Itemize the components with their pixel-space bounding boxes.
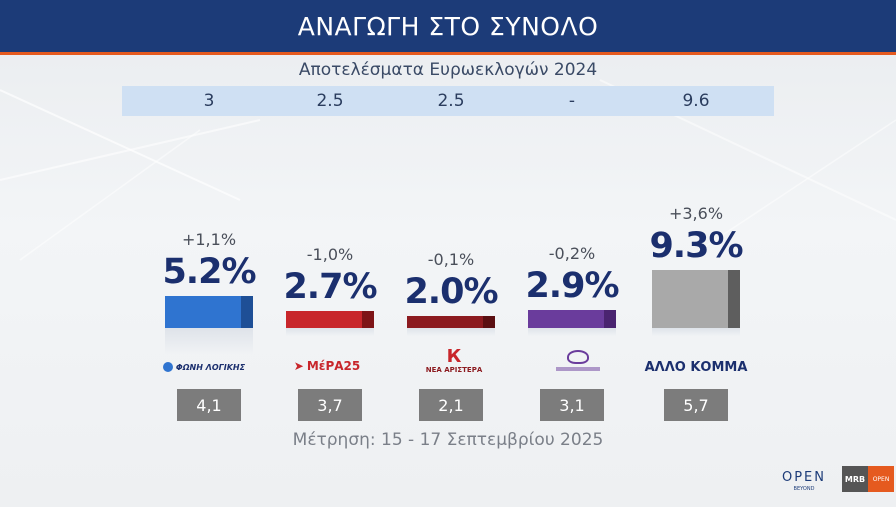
open-logo-sub: BEYOND	[794, 486, 815, 492]
bar-side	[604, 310, 616, 328]
globe-icon	[162, 362, 173, 372]
change-label: -1,0%	[306, 245, 354, 264]
title-bar: ΑΝΑΓΩΓΗ ΣΤΟ ΣΥΝΟΛΟ	[0, 0, 896, 55]
value-label: 5.2%	[162, 252, 256, 292]
value-label: 9.3%	[649, 226, 743, 266]
open-logo: OPEN BEYOND	[782, 470, 826, 492]
bar	[652, 270, 740, 328]
change-label: -0,2%	[548, 244, 596, 263]
value-label: 2.0%	[404, 272, 498, 312]
nea-aristera-mark-icon: К	[446, 346, 462, 367]
mrb-logo: MRB	[842, 466, 868, 492]
bar	[165, 296, 253, 328]
flower-icon	[567, 349, 589, 364]
other-party-label: ΑΛΛΟ ΚΟΜΜΑ	[644, 360, 748, 375]
previous-result-value: -	[568, 91, 576, 111]
poll-value-box: 5,7	[664, 389, 728, 421]
poll-value-box: 3,1	[540, 389, 604, 421]
bar-side	[362, 311, 374, 328]
bar	[286, 311, 374, 328]
foni-logikis-logo: ΦΩΝΗ ΛΟΓΙΚΗΣ	[160, 360, 248, 374]
poll-value-box: 2,1	[419, 389, 483, 421]
bar-base	[528, 328, 616, 336]
previous-result-value: 9.6	[682, 91, 710, 111]
survey-date: Μέτρηση: 15 - 17 Σεπτεμβρίου 2025	[292, 430, 604, 450]
change-label: -0,1%	[427, 250, 475, 269]
open-logo-text: OPEN	[782, 470, 826, 485]
change-label: +3,6%	[668, 204, 724, 223]
previous-results-strip	[122, 86, 774, 116]
open-badge: OPEN	[868, 466, 894, 492]
mera25-logo: ➤ ΜέΡΑ25	[293, 359, 361, 373]
poll-value-box: 3,7	[298, 389, 362, 421]
bar-side	[241, 296, 253, 328]
previous-result-value: 2.5	[437, 91, 465, 111]
previous-result-value: 2.5	[316, 91, 344, 111]
previous-result-value: 3	[203, 91, 215, 111]
change-label: +1,1%	[181, 230, 237, 249]
bar-side	[728, 270, 740, 328]
arrow-icon: ➤	[293, 359, 304, 373]
koinonia-logo	[548, 346, 608, 374]
value-label: 2.7%	[283, 267, 377, 307]
poll-value-box: 4,1	[177, 389, 241, 421]
subtitle: Αποτελέσματα Ευρωεκλογών 2024	[298, 60, 598, 80]
value-label: 2.9%	[525, 266, 619, 306]
bar-base	[286, 328, 374, 336]
bar	[528, 310, 616, 328]
chart-title: ΑΝΑΓΩΓΗ ΣΤΟ ΣΥΝΟΛΟ	[297, 11, 599, 41]
bar-base	[407, 328, 495, 336]
bar-side	[483, 316, 495, 328]
logo-text-lines	[556, 366, 600, 371]
bar	[407, 316, 495, 328]
bar-base	[652, 328, 740, 336]
nea-aristera-logo: К ΝΕΑ ΑΡΙΣΤΕΡΑ	[425, 346, 483, 375]
bar-base	[165, 328, 253, 354]
